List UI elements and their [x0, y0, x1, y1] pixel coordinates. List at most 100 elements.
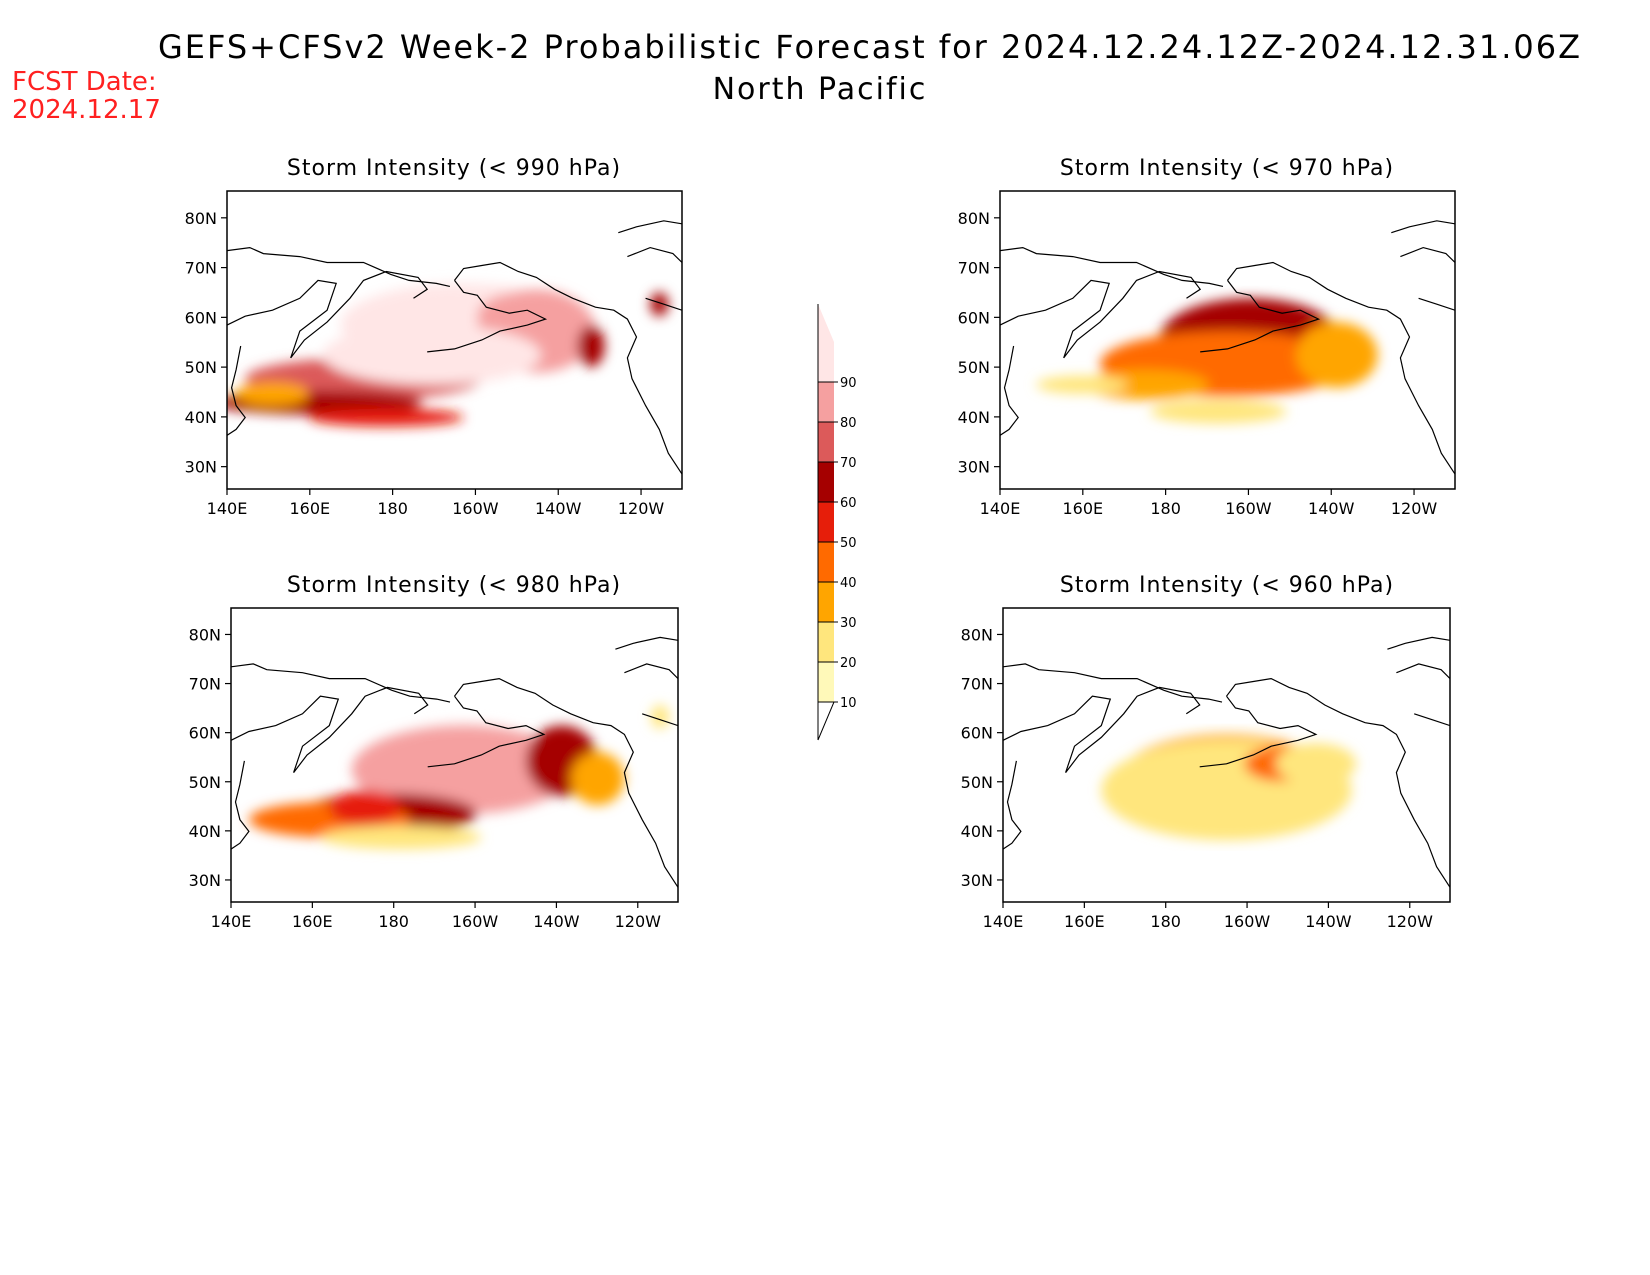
lat-tick-label: 30N	[189, 871, 221, 890]
panel-title: Storm Intensity (< 980 hPa)	[287, 573, 621, 598]
lon-tick-label: 160E	[292, 912, 333, 931]
lat-tick-label: 70N	[189, 675, 221, 694]
probability-area	[1036, 375, 1128, 394]
coastline	[1387, 636, 1450, 650]
colorbar-segment	[818, 582, 834, 622]
lon-tick-label: 180	[378, 912, 409, 931]
coastline	[618, 220, 682, 234]
lat-tick-label: 70N	[185, 259, 217, 278]
coastline	[1391, 220, 1455, 234]
coastline	[1003, 663, 1223, 703]
lon-tick-label: 140W	[535, 499, 582, 518]
lon-tick-label: 160E	[1062, 499, 1103, 518]
probability-area	[1081, 369, 1210, 400]
colorbar-upper-extension	[818, 304, 834, 342]
lat-tick-label: 50N	[185, 358, 217, 377]
coastline	[1227, 261, 1455, 475]
probability-area	[570, 752, 625, 805]
probability-area	[1295, 322, 1378, 388]
lat-tick-label: 50N	[189, 773, 221, 792]
lat-tick-label: 80N	[185, 209, 217, 228]
lat-tick-label: 40N	[185, 408, 217, 427]
lat-tick-label: 30N	[961, 871, 993, 890]
map-panel: Storm Intensity (< 990 hPa) 80N 70N 60N 50N 4…	[185, 156, 683, 518]
colorbar-label: 20	[840, 656, 857, 671]
coastline	[1000, 345, 1019, 436]
probability-shading	[1101, 734, 1357, 841]
coastline	[231, 686, 429, 773]
map-frame	[230, 607, 679, 903]
coastline	[1414, 713, 1450, 727]
map-panel: Storm Intensity (< 980 hPa) 80N 70N 60N 50N 4…	[189, 573, 679, 931]
lat-tick-label: 50N	[961, 773, 993, 792]
colorbar-label: 10	[840, 696, 857, 711]
lon-tick-label: 140E	[980, 499, 1021, 518]
fcst-date-label: FCST Date:	[12, 67, 157, 97]
coastline	[627, 246, 682, 263]
coastline	[1396, 663, 1450, 680]
colorbar-label: 30	[840, 616, 857, 631]
colorbar-segment	[818, 622, 834, 662]
colorbar-label: 80	[840, 416, 857, 431]
region-title: North Pacific	[712, 72, 928, 107]
colorbar-lower-extension	[817, 701, 835, 741]
colorbar: 10 20 30 40 50 60 70 80 90	[817, 304, 857, 741]
coastline	[1003, 686, 1201, 773]
probability-area	[577, 325, 605, 367]
lon-tick-label: 120W	[1391, 499, 1438, 518]
lat-tick-label: 60N	[189, 724, 221, 743]
coastline	[231, 663, 451, 703]
lon-tick-label: 140W	[1305, 912, 1352, 931]
lon-tick-label: 160W	[1224, 912, 1271, 931]
coastline	[227, 270, 429, 359]
forecast-title: GEFS+CFSv2 Week-2 Probabilistic Forecast…	[157, 28, 1583, 66]
coastline	[227, 246, 451, 287]
coastline	[1200, 280, 1321, 353]
lon-tick-label: 120W	[1387, 912, 1434, 931]
map-frame	[226, 190, 683, 490]
coastline	[454, 261, 682, 475]
lon-tick-label: 160E	[289, 499, 330, 518]
coastlines	[1000, 220, 1455, 475]
lon-tick-label: 140E	[983, 912, 1024, 931]
map-frame	[1002, 607, 1451, 903]
coastline	[1226, 677, 1450, 888]
lon-tick-label: 140W	[1308, 499, 1355, 518]
colorbar-segment	[818, 502, 834, 542]
lat-tick-label: 40N	[958, 408, 990, 427]
colorbar-label: 70	[840, 456, 857, 471]
coastlines	[231, 636, 678, 888]
lon-tick-label: 160W	[1225, 499, 1272, 518]
colorbar-segment	[818, 382, 834, 422]
lat-tick-label: 60N	[961, 724, 993, 743]
probability-area	[651, 705, 670, 729]
colorbar-label: 60	[840, 496, 857, 511]
lon-tick-label: 180	[377, 499, 408, 518]
probability-area	[1150, 399, 1287, 424]
coastline	[1418, 297, 1455, 311]
probability-area	[236, 381, 309, 406]
fcst-date-block: FCST Date: 2024.12.17	[12, 68, 161, 124]
colorbar-label: 50	[840, 536, 857, 551]
colorbar-segment	[818, 542, 834, 582]
map-panel: Storm Intensity (< 960 hPa) 80N 70N 60N 50N 4…	[961, 573, 1451, 931]
colorbar-segment	[818, 662, 834, 702]
panel-title: Storm Intensity (< 970 hPa)	[1060, 156, 1394, 181]
coastline	[227, 345, 246, 436]
probability-area	[351, 725, 576, 814]
coastline	[427, 280, 548, 353]
map-frame	[999, 190, 1456, 490]
colorbar-segment	[818, 462, 834, 502]
lat-tick-label: 50N	[958, 358, 990, 377]
fcst-date-value: 2024.12.17	[12, 95, 161, 125]
lon-tick-label: 160E	[1064, 912, 1105, 931]
lon-tick-label: 180	[1150, 499, 1181, 518]
lon-tick-label: 120W	[618, 499, 665, 518]
lat-tick-label: 70N	[961, 675, 993, 694]
lat-tick-label: 80N	[189, 625, 221, 644]
coastline	[231, 760, 250, 850]
lon-tick-label: 140W	[533, 912, 580, 931]
colorbar-segment	[818, 342, 834, 382]
panel-title: Storm Intensity (< 990 hPa)	[287, 156, 621, 181]
